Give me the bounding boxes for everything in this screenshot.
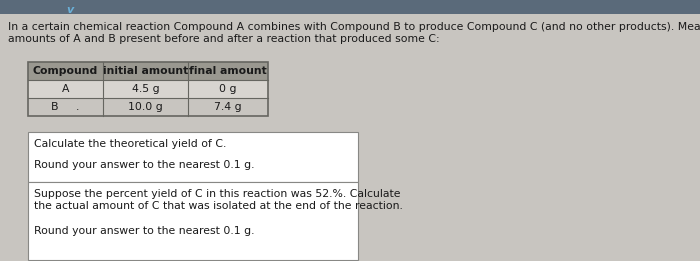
Text: final amount: final amount <box>189 66 267 76</box>
Bar <box>28 62 268 80</box>
Bar <box>0 0 700 14</box>
Text: amounts of A and B present before and after a reaction that produced some C:: amounts of A and B present before and af… <box>8 34 440 44</box>
Text: 4.5 g: 4.5 g <box>132 84 160 94</box>
Bar <box>28 62 268 116</box>
Text: Round your answer to the nearest 0.1 g.: Round your answer to the nearest 0.1 g. <box>34 226 255 236</box>
Text: Compound: Compound <box>33 66 98 76</box>
Text: Calculate the theoretical yield of C.: Calculate the theoretical yield of C. <box>34 139 226 149</box>
Text: Round your answer to the nearest 0.1 g.: Round your answer to the nearest 0.1 g. <box>34 160 255 170</box>
Text: v: v <box>66 5 74 15</box>
Bar <box>28 132 358 182</box>
Text: the actual amount of C that was isolated at the end of the reaction.: the actual amount of C that was isolated… <box>34 201 403 211</box>
Text: 7.4 g: 7.4 g <box>214 102 241 112</box>
Bar <box>28 80 268 98</box>
Text: B     .: B . <box>51 102 80 112</box>
Bar <box>28 98 268 116</box>
Text: A: A <box>62 84 69 94</box>
Text: In a certain chemical reaction Compound A combines with Compound B to produce Co: In a certain chemical reaction Compound … <box>8 22 700 32</box>
Text: 10.0 g: 10.0 g <box>128 102 163 112</box>
Text: 0 g: 0 g <box>219 84 237 94</box>
Text: Suppose the percent yield of C in this reaction was 52.%. Calculate: Suppose the percent yield of C in this r… <box>34 189 400 199</box>
Text: initial amount: initial amount <box>103 66 188 76</box>
Bar <box>28 182 358 260</box>
